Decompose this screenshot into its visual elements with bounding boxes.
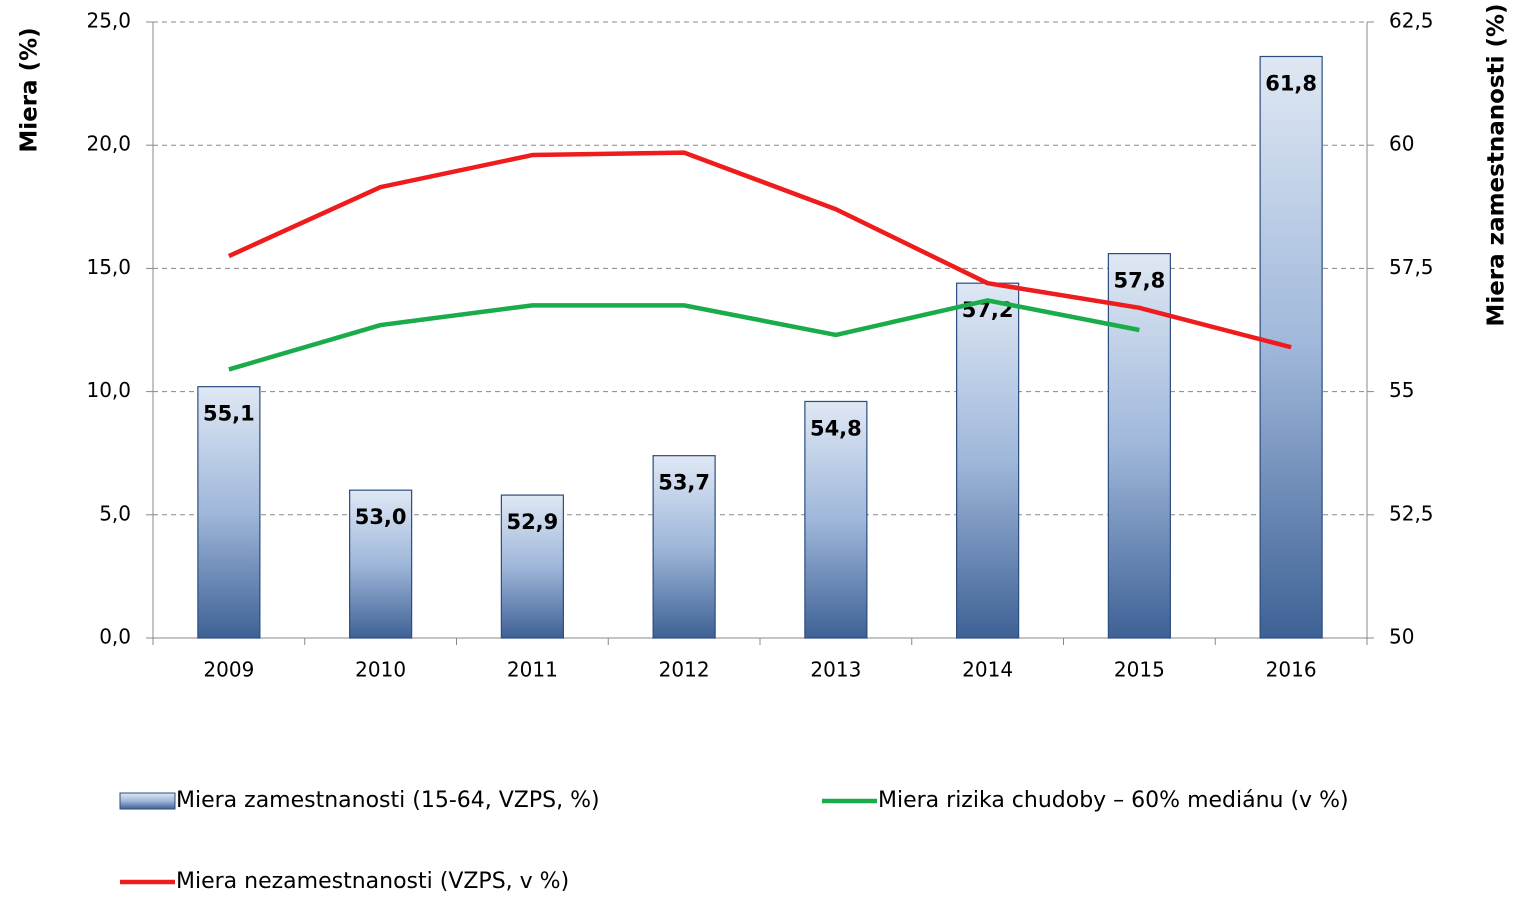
legend-label: Miera nezamestnanosti (VZPS, v %): [176, 869, 569, 894]
y-tick-label: 20,0: [86, 132, 131, 156]
y2-tick-label: 50: [1389, 625, 1414, 649]
x-tick-label: 2009: [203, 658, 254, 682]
line: [227, 150, 1292, 350]
x-tick-label: 2015: [1114, 658, 1165, 682]
bar: [804, 400, 868, 639]
y2-tick-label: 52,5: [1389, 501, 1434, 525]
y2-tick-label: 62,5: [1389, 9, 1434, 33]
bar: [349, 489, 413, 639]
x-tick-label: 2012: [659, 658, 710, 682]
x-tick-label: 2016: [1266, 658, 1317, 682]
bar: [652, 455, 716, 639]
y-tick-label: 15,0: [86, 255, 131, 279]
bar: [956, 282, 1020, 639]
y-axis-label: Miera (%): [17, 27, 43, 152]
y2-axis-label: Miera zamestnanosti (%): [1484, 3, 1510, 326]
value-label: 55,1: [203, 402, 255, 426]
bar: [1107, 253, 1171, 639]
x-tick-label: 2011: [507, 658, 558, 682]
x-tick-label: 2014: [962, 658, 1013, 682]
legend-label: Miera zamestnanosti (15-64, VZPS, %): [176, 788, 600, 813]
x-tick-label: 2013: [810, 658, 861, 682]
y-tick-label: 0,0: [99, 625, 131, 649]
value-label: 52,9: [506, 510, 558, 534]
value-label: 53,0: [355, 505, 407, 529]
value-label: 54,8: [810, 416, 862, 440]
y2-tick-label: 60: [1389, 132, 1414, 156]
legend-swatch: [119, 792, 176, 810]
line: [228, 298, 1140, 372]
y2-tick-label: 57,5: [1389, 255, 1434, 279]
bar: [500, 494, 564, 639]
x-tick-label: 2010: [355, 658, 406, 682]
value-label: 53,7: [658, 471, 710, 495]
value-label: 61,8: [1265, 71, 1317, 95]
bar: [1259, 55, 1323, 639]
bar: [197, 386, 261, 639]
y-tick-label: 25,0: [86, 9, 131, 33]
y-tick-label: 10,0: [86, 378, 131, 402]
y-tick-label: 5,0: [99, 501, 131, 525]
y2-tick-label: 55: [1389, 378, 1414, 402]
legend-label: Miera rizika chudoby – 60% mediánu (v %): [878, 788, 1349, 813]
value-label: 57,8: [1113, 269, 1165, 293]
